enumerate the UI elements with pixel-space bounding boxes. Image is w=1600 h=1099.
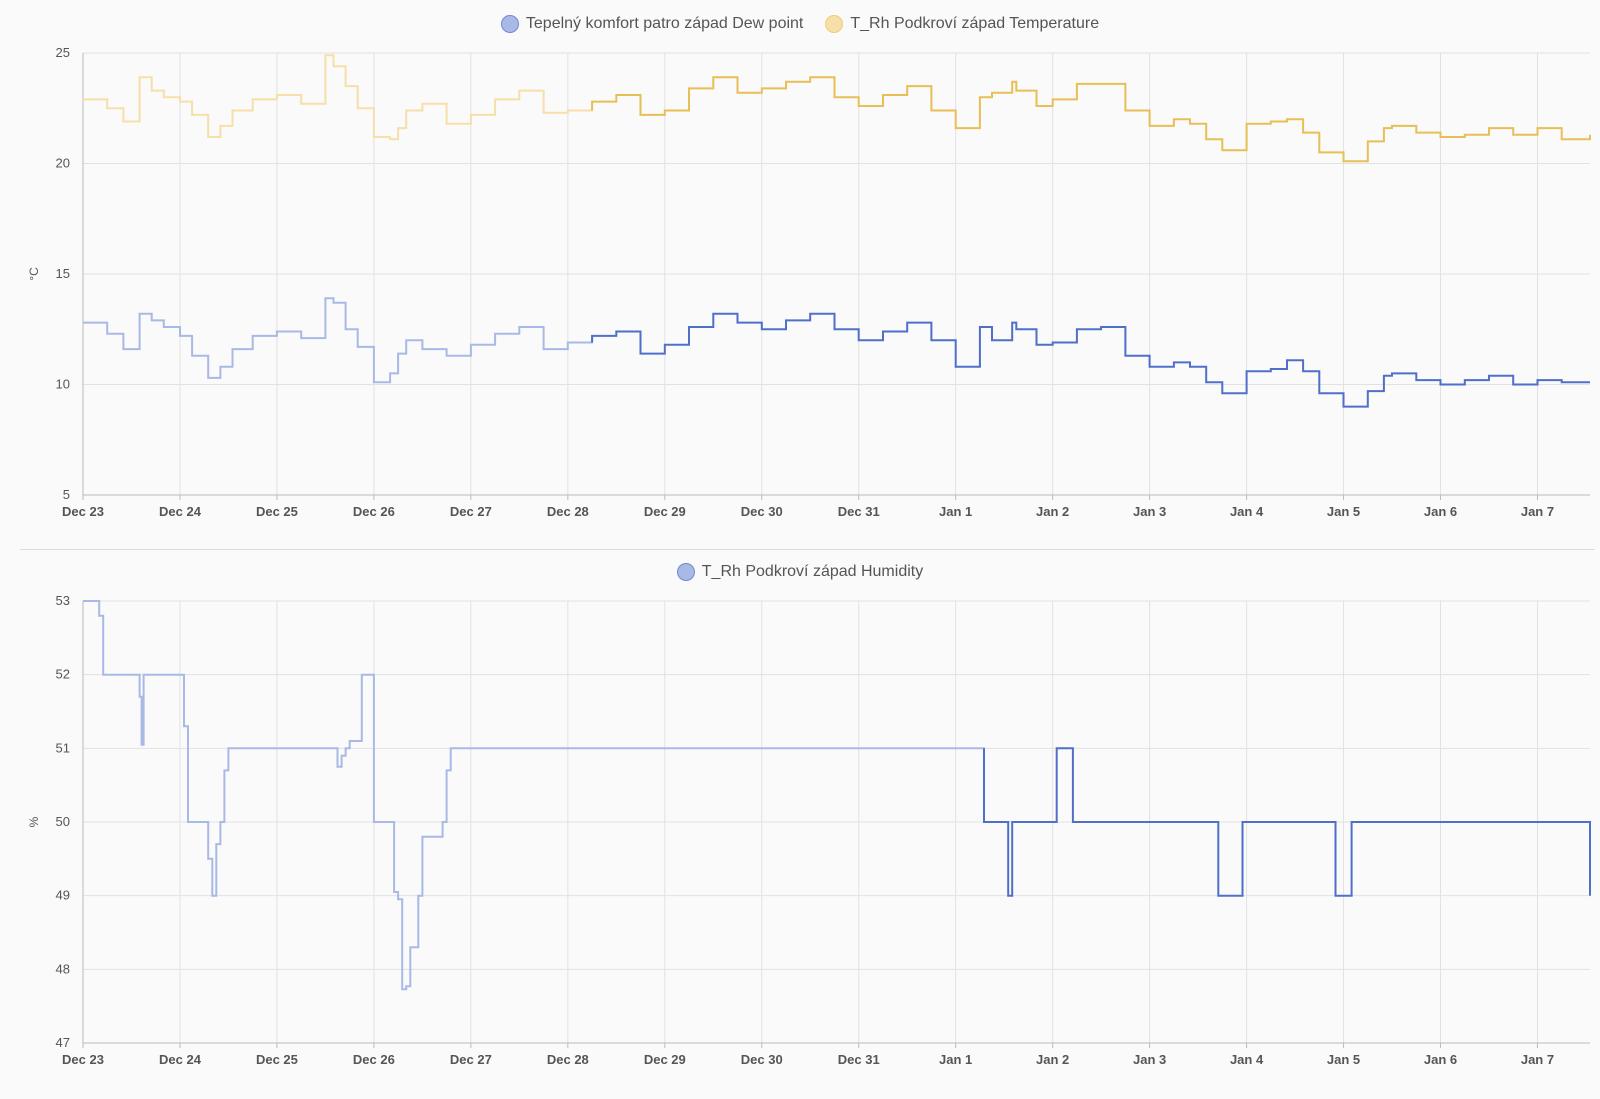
- temp-chart-xtick-label: Jan 6: [1424, 504, 1457, 519]
- humidity-chart-xtick-label: Dec 30: [741, 1052, 783, 1067]
- humidity-chart-xtick-label: Dec 24: [159, 1052, 202, 1067]
- humidity-chart-xtick-label: Dec 27: [450, 1052, 492, 1067]
- temp-chart-xtick-label: Jan 4: [1230, 504, 1264, 519]
- humidity-chart-series-line-t-rh-podkrov-z-pad-humidity-faded: [83, 600, 985, 991]
- humidity-chart-xtick-label: Jan 3: [1133, 1052, 1166, 1067]
- humidity-chart-xtick-label: Dec 28: [547, 1052, 589, 1067]
- temp-chart-xtick-label: Jan 2: [1036, 504, 1069, 519]
- humidity-chart-ytick-label: 53: [56, 593, 70, 608]
- temp-chart-series-line-tepeln-komfort-patro-z-pad-dew-point-faded: [83, 297, 594, 384]
- temp-chart-xtick-label: Dec 27: [450, 504, 492, 519]
- temperature-chart-svg: 5 10 15 20 25 Dec 23 Dec 24 Dec 25 Dec 26 Dec 27 D…: [27, 45, 1591, 519]
- temp-chart-xtick-label: Jan 7: [1521, 504, 1554, 519]
- temp-chart-ytick-label: 10: [56, 377, 70, 392]
- humidity-chart-ytick-label: 51: [56, 740, 70, 755]
- temp-chart-series-line-t-rh-podkrov-z-pad-temperature-faded: [83, 54, 594, 141]
- temp-chart-xtick-label: Dec 25: [256, 504, 298, 519]
- humidity-chart-svg: 47 48 49 50 51 52 53 Dec 23 Dec 24 Dec 25 Dec 26 De…: [27, 593, 1591, 1067]
- temp-chart-ytick-label: 5: [63, 487, 70, 502]
- temp-chart-xtick-label: Dec 30: [741, 504, 783, 519]
- humidity-chart-xtick-label: Jan 2: [1036, 1052, 1069, 1067]
- humidity-chart-xtick-label: Dec 29: [644, 1052, 686, 1067]
- temp-chart-ytick-label: 25: [56, 45, 70, 60]
- temp-chart-xtick-label: Dec 26: [353, 504, 395, 519]
- humidity-chart-ytick-label: 47: [56, 1035, 70, 1050]
- legend-swatch-dew-point: [500, 15, 519, 33]
- humidity-chart-panel: T_Rh Podkroví západ Humidity 47 48 49 50 51 5…: [0, 550, 1600, 1099]
- temp-chart-xtick-label: Dec 24: [159, 504, 202, 519]
- temp-chart-series-line-tepeln-komfort-patro-z-pad-dew-point: [591, 312, 1590, 408]
- humidity-chart-xtick-label: Dec 31: [838, 1052, 880, 1067]
- legend-item-dew-point[interactable]: Tepelný komfort patro západ Dew point: [500, 15, 804, 33]
- temp-chart-xtick-label: Dec 29: [644, 504, 686, 519]
- temp-chart-series-line-t-rh-podkrov-z-pad-temperature: [591, 76, 1591, 163]
- humidity-chart-y-axis-label: %: [27, 816, 41, 827]
- legend-label-humidity: T_Rh Podkroví západ Humidity: [701, 563, 924, 580]
- humidity-chart-xtick-label: Dec 23: [62, 1052, 104, 1067]
- legend-label-temperature: T_Rh Podkroví západ Temperature: [850, 15, 1100, 32]
- legend-swatch-temperature: [825, 15, 844, 33]
- temperature-chart-panel: Tepelný komfort patro západ Dew point T_…: [0, 15, 1600, 519]
- legend-label-dew-point: Tepelný komfort patro západ Dew point: [525, 15, 804, 32]
- chart-divider: [20, 549, 1595, 550]
- temp-chart-ytick-label: 20: [56, 156, 70, 171]
- legend-item-temperature[interactable]: T_Rh Podkroví západ Temperature: [825, 15, 1099, 33]
- humidity-chart-ytick-label: 48: [56, 961, 70, 976]
- humidity-chart-series-line-t-rh-podkrov-z-pad-humidity: [983, 747, 1591, 897]
- humidity-chart-xtick-label: Dec 25: [256, 1052, 298, 1067]
- humidity-chart-legend: T_Rh Podkroví západ Humidity: [0, 563, 1600, 581]
- humidity-chart-xtick-label: Dec 26: [353, 1052, 395, 1067]
- temp-chart-ytick-label: 15: [56, 266, 70, 281]
- humidity-chart-xtick-label: Jan 4: [1230, 1052, 1264, 1067]
- humidity-chart-xtick-label: Jan 7: [1521, 1052, 1554, 1067]
- temp-chart-xtick-label: Jan 5: [1327, 504, 1360, 519]
- temp-chart-xtick-label: Dec 23: [62, 504, 104, 519]
- temp-chart-xtick-label: Dec 28: [547, 504, 589, 519]
- temp-chart-xtick-label: Jan 3: [1133, 504, 1166, 519]
- humidity-chart-xtick-label: Jan 5: [1327, 1052, 1360, 1067]
- legend-swatch-humidity: [676, 563, 695, 581]
- temperature-chart-legend: Tepelný komfort patro západ Dew point T_…: [0, 15, 1600, 33]
- humidity-chart-ytick-label: 49: [56, 888, 70, 903]
- temp-chart-xtick-label: Jan 1: [939, 504, 972, 519]
- humidity-chart-xtick-label: Jan 1: [939, 1052, 972, 1067]
- humidity-chart-ytick-label: 50: [56, 814, 70, 829]
- humidity-chart-ytick-label: 52: [56, 667, 70, 682]
- temp-chart-xtick-label: Dec 31: [838, 504, 880, 519]
- humidity-chart-xtick-label: Jan 6: [1424, 1052, 1457, 1067]
- legend-item-humidity[interactable]: T_Rh Podkroví západ Humidity: [676, 563, 924, 581]
- temp-chart-y-axis-label: °C: [27, 267, 41, 281]
